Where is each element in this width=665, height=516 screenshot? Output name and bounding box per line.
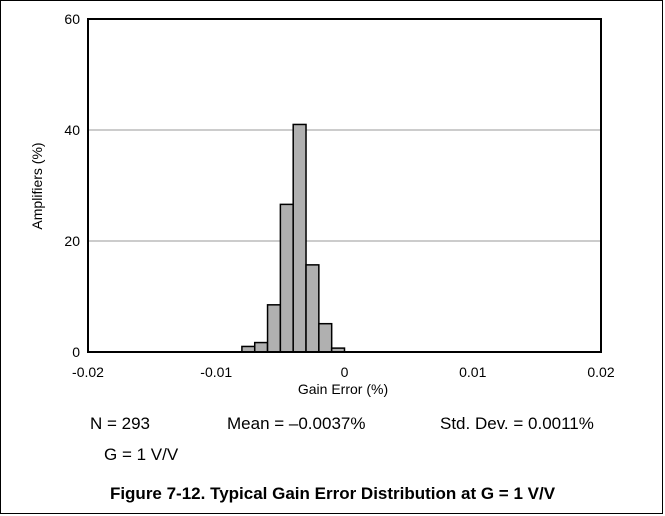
gridlines <box>88 129 601 242</box>
x-tick-label: 0.02 <box>587 364 614 380</box>
x-tick-label: 0 <box>341 364 349 380</box>
gain-setting: G = 1 V/V <box>104 445 179 464</box>
histogram-bar <box>305 264 320 353</box>
x-axis-label: Gain Error (%) <box>298 381 388 397</box>
y-tick-label: 40 <box>64 122 80 138</box>
histogram-bar <box>318 322 333 353</box>
x-tick-label: 0.01 <box>459 364 486 380</box>
sample-count: N = 293 <box>90 414 151 433</box>
y-tick-labels: 0 20 40 60 <box>64 11 80 360</box>
histogram-bar <box>279 203 294 353</box>
figure-caption: Figure 7-12. Typical Gain Error Distribu… <box>109 484 556 503</box>
x-tick-label: -0.01 <box>200 364 232 380</box>
y-tick-label: 60 <box>64 11 80 27</box>
histogram-bar <box>253 341 269 353</box>
histogram-bar <box>292 123 307 353</box>
plot-area <box>87 18 602 353</box>
y-tick-label: 20 <box>64 233 80 249</box>
mean-value: Mean = –0.0037% <box>227 414 366 433</box>
summary-statistics: N = 293 Mean = –0.0037% Std. Dev. = 0.00… <box>0 414 665 438</box>
histogram-bars <box>241 123 346 353</box>
y-axis-label: Amplifiers (%) <box>29 142 45 229</box>
std-dev-value: Std. Dev. = 0.0011% <box>440 414 594 433</box>
x-tick-labels: -0.02 -0.01 0 0.01 0.02 <box>72 364 615 380</box>
y-tick-label: 0 <box>72 344 80 360</box>
x-tick-label: -0.02 <box>72 364 104 380</box>
histogram-chart: -0.02 -0.01 0 0.01 0.02 0 20 40 60 Gain Error (… <box>29 11 615 397</box>
histogram-bar <box>266 304 282 353</box>
